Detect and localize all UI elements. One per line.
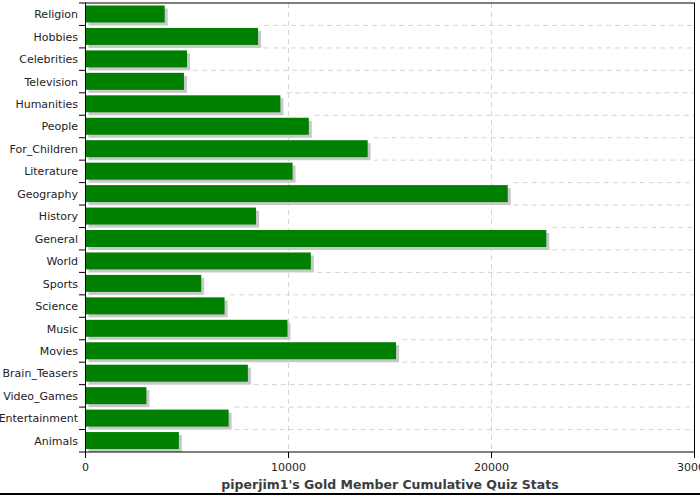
category-label: For_Children <box>10 143 78 156</box>
bar <box>86 163 293 180</box>
category-label: Sports <box>43 278 79 291</box>
category-label: Brain_Teasers <box>3 367 79 380</box>
category-label: Geography <box>17 188 78 201</box>
x-tick-label: 20000 <box>474 461 509 474</box>
category-label: Movies <box>40 345 79 358</box>
category-label: Humanities <box>15 98 78 111</box>
bar <box>86 432 179 449</box>
bar-chart: Religion Hobbies Celebrities Television Huma… <box>0 0 700 500</box>
bar <box>86 6 165 23</box>
bar <box>86 297 225 314</box>
bar <box>86 365 248 382</box>
bar <box>86 140 368 157</box>
bar <box>86 342 397 359</box>
category-label: People <box>41 120 78 133</box>
category-label: Television <box>24 76 79 89</box>
row-separator-lines <box>193 25 695 429</box>
bar <box>86 208 257 225</box>
bar <box>86 320 288 337</box>
bar <box>86 185 508 202</box>
category-label: Celebrities <box>19 53 78 66</box>
category-label: Music <box>47 323 78 336</box>
bar <box>86 118 309 135</box>
category-label: Hobbies <box>33 31 78 44</box>
category-label: History <box>39 210 79 223</box>
bar <box>86 73 184 90</box>
x-tick-label: 30000 <box>677 461 700 474</box>
bar <box>86 252 311 269</box>
x-tick-label: 0 <box>82 461 89 474</box>
category-label: Religion <box>34 8 78 21</box>
bar <box>86 50 188 67</box>
bar <box>86 28 259 45</box>
x-tick-label: 10000 <box>271 461 306 474</box>
chart-title: piperjim1's Gold Member Cumulative Quiz … <box>221 477 558 492</box>
category-label: Animals <box>34 435 78 448</box>
bar <box>86 275 202 292</box>
bar <box>86 95 281 112</box>
category-label: Literature <box>24 165 78 178</box>
category-label: World <box>46 255 78 268</box>
category-label: Video_Games <box>3 390 78 403</box>
category-label: Science <box>35 300 78 313</box>
category-label: Entertainment <box>0 412 79 425</box>
quiz-stats-chart: Religion Hobbies Celebrities Television Huma… <box>0 0 700 500</box>
category-label: General <box>35 233 78 246</box>
bottom-rule <box>0 493 700 495</box>
bar <box>86 410 229 427</box>
bar <box>86 230 547 247</box>
bar <box>86 387 147 404</box>
